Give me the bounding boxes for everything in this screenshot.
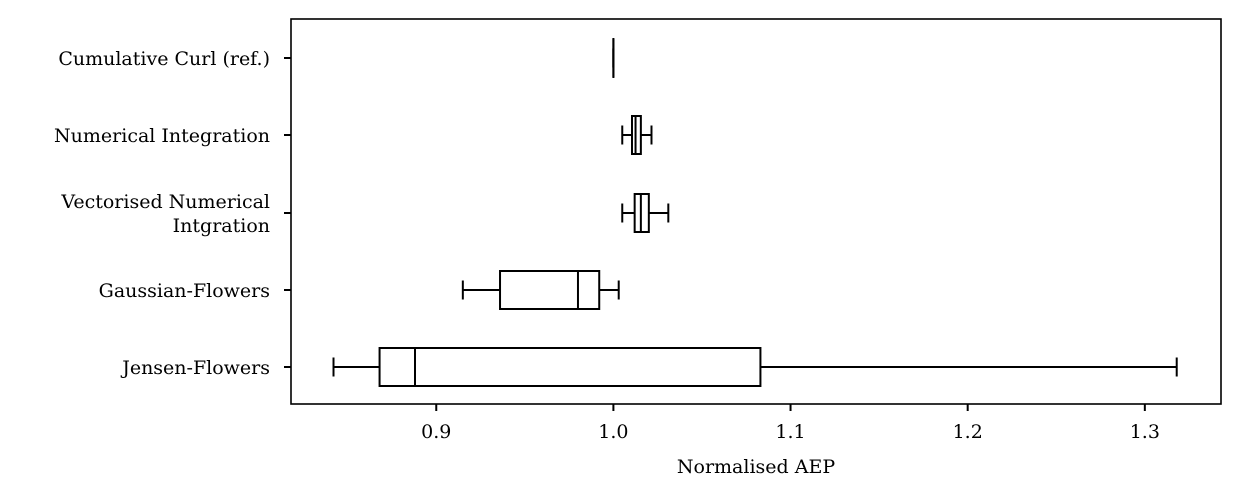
x-tick-label: 1.2 [953,421,983,443]
y-tick-label: Jensen-Flowers [120,357,270,379]
x-tick-label: 1.3 [1130,421,1160,443]
box-item [621,193,670,233]
y-tick-label: Numerical Integration [54,125,270,147]
x-tick-label: 1.0 [598,421,628,443]
x-axis: 0.9 1.0 1.1 1.2 1.3 [421,404,1160,443]
y-tick-label: Intgration [173,215,270,237]
box-item [621,115,653,155]
x-tick-label: 0.9 [421,421,451,443]
boxes [332,38,1178,387]
x-axis-label: Normalised AEP [677,456,835,478]
iqr-box [378,347,762,387]
y-tick-label: Vectorised Numerical [60,191,270,213]
plot-area-frame [290,18,1222,405]
iqr-box [499,270,601,310]
x-tick-label: 1.1 [775,421,805,443]
box-item [461,270,620,310]
y-tick-label: Gaussian-Flowers [99,280,270,302]
box-item [332,347,1178,387]
y-tick-label: Cumulative Curl (ref.) [58,48,270,70]
y-axis: Cumulative Curl (ref.) Numerical Integrat… [54,48,291,379]
